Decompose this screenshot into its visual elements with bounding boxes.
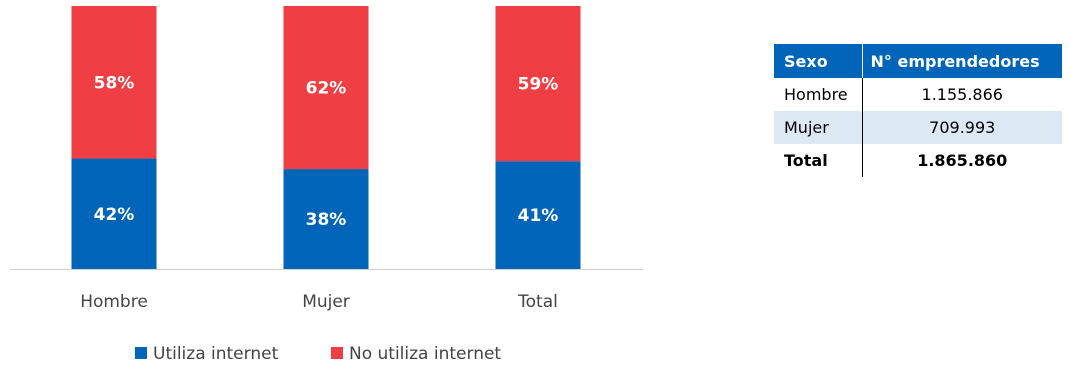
bar-total-series-0 xyxy=(495,161,581,269)
legend-swatch xyxy=(135,347,147,359)
x-tick-label: Hombre xyxy=(80,292,148,312)
table-header-row: Sexo N° emprendedores xyxy=(774,44,1062,78)
table-cell-sexo: Total xyxy=(774,144,863,177)
data-label: 58% xyxy=(94,73,135,93)
x-tick-label: Total xyxy=(517,292,558,312)
stacked-bar-chart: 42% 58% 38% 62% 41% 59% Hombre Mujer Total Util… xyxy=(10,6,643,364)
table-cell-value: 1.155.866 xyxy=(921,85,1003,104)
legend-swatch xyxy=(331,347,343,359)
header-sexo: Sexo xyxy=(774,44,863,78)
legend-label: No utiliza internet xyxy=(349,344,501,364)
table-row-hombre: Hombre 1.155.866 xyxy=(774,78,1062,111)
data-label: 38% xyxy=(306,210,347,230)
data-label: 41% xyxy=(518,206,559,226)
data-label: 42% xyxy=(94,205,135,225)
data-label: 59% xyxy=(518,75,559,95)
bar-hombre-series-1 xyxy=(71,6,157,159)
table-cell-value: 1.865.860 xyxy=(917,151,1008,170)
x-tick-label: Mujer xyxy=(302,292,350,312)
bar-mujer-series-1 xyxy=(283,6,369,170)
table-row-total: Total 1.865.860 xyxy=(774,144,1062,177)
header-emprendedores: N° emprendedores xyxy=(862,44,1062,78)
emprendedores-table: Sexo N° emprendedores Hombre 1.155.866 M… xyxy=(774,44,1062,177)
legend-label: Utiliza internet xyxy=(153,344,279,364)
category-labels: Hombre Mujer Total xyxy=(80,292,558,312)
table-cell-sexo: Mujer xyxy=(774,111,863,144)
legend: Utiliza internet No utiliza internet xyxy=(135,344,501,364)
data-label: 62% xyxy=(306,79,347,99)
bar-total-series-1 xyxy=(495,6,581,162)
bar-mujer-series-0 xyxy=(283,169,369,269)
table-row-mujer: Mujer 709.993 xyxy=(774,111,1062,144)
table-cell-sexo: Hombre xyxy=(774,78,863,111)
table-cell-value: 709.993 xyxy=(862,111,1062,144)
bar-hombre-series-0 xyxy=(71,158,157,269)
bars-layer: 42% 58% 38% 62% 41% 59% xyxy=(71,6,581,269)
